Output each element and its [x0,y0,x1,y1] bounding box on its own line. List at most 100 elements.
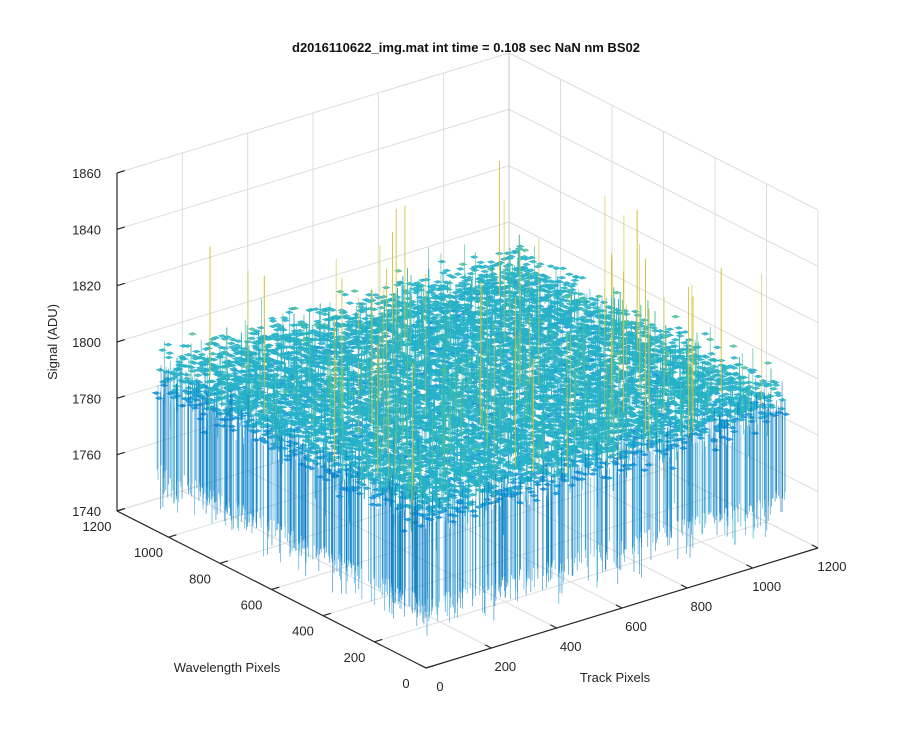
surface-patch [182,372,192,377]
surface-patch [570,278,580,283]
surface-patch [267,316,277,321]
wall-gridline-z [508,108,819,267]
surface-patch [233,351,242,355]
surface-patch [557,275,567,280]
surface-patch [367,298,377,302]
surface-patch [179,344,188,348]
wall-gridline-z [116,221,510,343]
surface-patch [612,290,622,295]
surface-patch [639,318,649,322]
surface-patch [591,306,601,310]
surface-patch [189,354,199,358]
surface-patch [314,310,324,315]
surface-patch [228,337,238,342]
surface-patch [264,343,274,347]
surface-patch [217,334,227,338]
wall-gridline-z [116,108,510,230]
surface-patch [354,395,364,400]
surface-patch [546,264,556,268]
surface-patch [285,416,295,420]
surface-patch [193,373,203,378]
surface-patch [510,250,519,255]
surface-patch [437,259,447,264]
surface-patch [433,300,443,305]
surface-patch [464,275,474,280]
surface-patch [358,302,368,306]
surface-patch [520,248,530,253]
surface-patch [181,364,191,368]
surface-patch [345,316,355,321]
surface-patch [210,341,220,346]
surface-plot [151,161,791,636]
surface-patch [395,280,405,285]
surface-patch [431,296,441,300]
wall-gridline-z [508,221,819,380]
surface-patch [256,325,266,330]
surface-patch [527,255,536,260]
surface-patch [232,343,242,348]
surface-patch [427,288,437,292]
surface-patch [448,275,458,279]
surface-patch [535,262,545,266]
surface-patch [345,301,355,305]
surface-patch [654,344,664,349]
surface-patch [665,327,675,331]
surface-patch [227,354,237,358]
surface-patch [447,301,456,305]
surface-patch [268,319,278,323]
surface-patch [403,296,413,301]
surface-patch [633,313,643,318]
surface-patch [594,294,604,299]
surface-patch [279,316,289,320]
surface-patch [273,323,283,327]
surface-patch [211,335,221,340]
surface-patch [319,307,329,312]
surface-patch [306,307,316,312]
surface-patch [246,336,256,341]
surface-patch [320,312,330,317]
surface-patch [453,272,463,276]
surface-patch [528,259,538,264]
wall-gridline-z [508,52,819,211]
surface-patch [201,347,211,351]
surface-patch [158,348,167,352]
surface-patch [290,306,300,310]
surface-patch [366,313,376,318]
surface-patch [521,257,531,261]
surface-patch [433,280,443,284]
surface-patch [476,260,486,265]
surface-patch [230,348,240,353]
surface-patch [226,341,236,346]
surface-patch [667,340,677,345]
surface-patch [427,291,437,295]
surface-patch [502,251,512,256]
surface-patch [430,293,439,298]
surface-patch [340,292,350,297]
surface-patch [411,290,421,295]
surface-patch [595,357,605,362]
surface-patch [163,342,173,347]
surface-patch [247,327,257,331]
floor-gridline-y [374,521,767,643]
surface-patch [233,339,243,343]
surface-patch [277,327,287,332]
wall-gridline-z [508,165,819,324]
surface-patch [177,354,187,359]
wall-gridline-z [116,165,510,287]
surface-patch [338,311,347,315]
surface-patch [191,349,201,354]
wall-gridline-z [116,52,510,174]
surface-patch [442,268,452,273]
surface-patch [480,264,490,269]
surface-patch [480,269,490,274]
surface-patch [380,331,390,336]
surface-patch [458,262,468,267]
surface-patch [268,324,278,329]
surface-patch [564,272,574,277]
surface-patch [187,332,197,336]
surface-patch [151,391,161,395]
surface-patch [674,326,684,330]
surface-patch [197,360,207,365]
surface-patch [559,286,569,290]
surface-patch [522,262,531,267]
